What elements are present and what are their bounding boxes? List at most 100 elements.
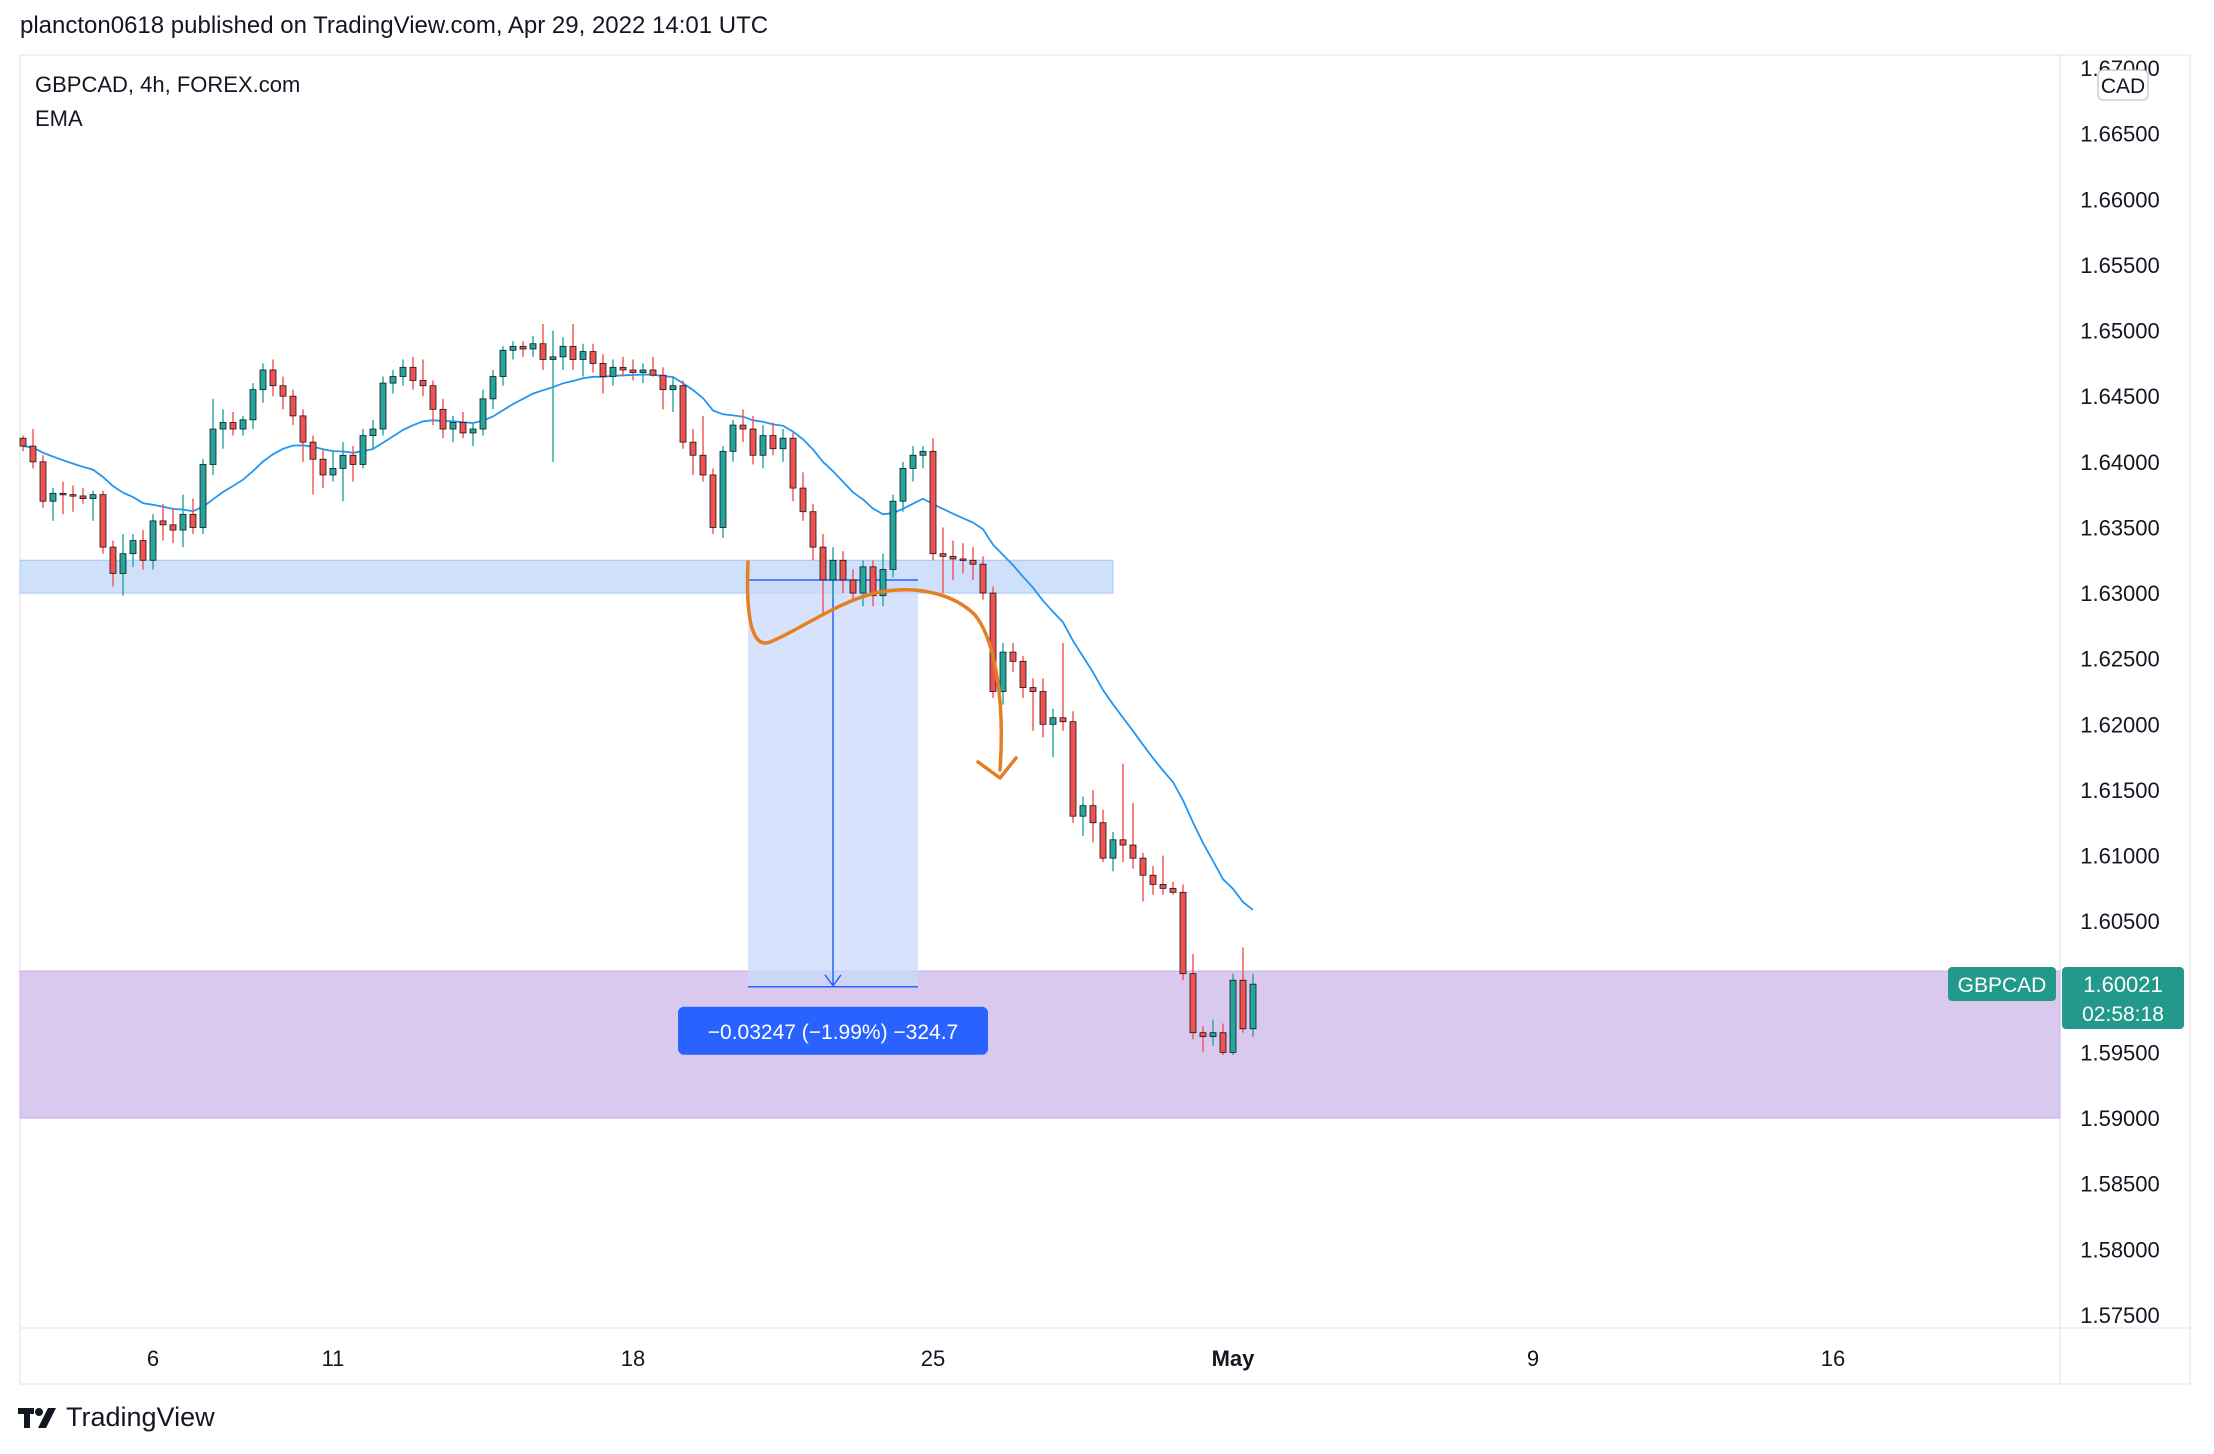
candle[interactable] <box>759 425 767 469</box>
candle[interactable] <box>69 485 77 512</box>
candle[interactable] <box>489 369 497 410</box>
candle[interactable] <box>729 419 737 462</box>
candle[interactable] <box>1189 953 1197 1040</box>
candle[interactable] <box>1149 866 1157 895</box>
candle[interactable] <box>1219 1023 1227 1056</box>
candle[interactable] <box>519 341 527 357</box>
candle[interactable] <box>379 376 387 436</box>
candle[interactable] <box>1079 796 1087 836</box>
candle[interactable] <box>1109 831 1117 872</box>
candle[interactable] <box>439 398 447 439</box>
candle[interactable] <box>389 369 397 394</box>
candle[interactable] <box>769 422 777 456</box>
price-axis[interactable]: 1.670001.665001.660001.655001.650001.645… <box>2080 56 2160 1328</box>
candle[interactable] <box>1099 809 1107 863</box>
candle[interactable] <box>429 380 437 426</box>
candle[interactable] <box>619 356 627 377</box>
candle[interactable] <box>349 446 357 482</box>
candle[interactable] <box>919 446 927 469</box>
candle[interactable] <box>949 540 957 580</box>
candle[interactable] <box>559 337 567 370</box>
candle[interactable] <box>849 569 857 600</box>
candle[interactable] <box>359 429 367 469</box>
candle[interactable] <box>29 429 37 469</box>
candle[interactable] <box>539 324 547 370</box>
candle[interactable] <box>509 341 517 360</box>
candle[interactable] <box>1019 656 1027 699</box>
candle[interactable] <box>89 490 97 521</box>
candle[interactable] <box>169 507 177 544</box>
candle[interactable] <box>779 429 787 462</box>
candle[interactable] <box>219 409 227 449</box>
candle[interactable] <box>739 409 747 443</box>
candle[interactable] <box>989 586 997 699</box>
candle[interactable] <box>609 359 617 386</box>
candle[interactable] <box>1089 789 1097 843</box>
candle[interactable] <box>1049 708 1057 758</box>
candle[interactable] <box>319 448 327 489</box>
candle[interactable] <box>529 335 537 357</box>
measure-label-box[interactable] <box>678 1006 988 1055</box>
candle[interactable] <box>649 356 657 377</box>
candle[interactable] <box>209 398 217 475</box>
candle[interactable] <box>1119 763 1127 863</box>
candle[interactable] <box>799 472 807 521</box>
candle[interactable] <box>1139 852 1147 902</box>
candle[interactable] <box>899 461 907 512</box>
candle[interactable] <box>279 376 287 410</box>
candle[interactable] <box>939 527 947 594</box>
candle[interactable] <box>249 383 257 430</box>
candle[interactable] <box>979 556 987 600</box>
candle[interactable] <box>339 442 347 502</box>
candle[interactable] <box>49 488 57 521</box>
candle[interactable] <box>1059 642 1067 731</box>
candle[interactable] <box>149 514 157 570</box>
candle[interactable] <box>139 530 147 570</box>
candle[interactable] <box>399 359 407 386</box>
candle[interactable] <box>969 547 977 580</box>
candle[interactable] <box>699 415 707 482</box>
candle[interactable] <box>1239 947 1247 1033</box>
candle[interactable] <box>99 490 107 554</box>
candle[interactable] <box>1159 855 1167 895</box>
candle[interactable] <box>709 468 717 535</box>
candle[interactable] <box>59 481 67 515</box>
candle[interactable] <box>639 363 647 384</box>
candle[interactable] <box>159 503 167 541</box>
candle[interactable] <box>19 435 27 452</box>
candle[interactable] <box>1199 1026 1207 1053</box>
candle[interactable] <box>229 411 237 436</box>
candles[interactable] <box>19 324 1257 1056</box>
candle[interactable] <box>689 429 697 475</box>
candle[interactable] <box>449 415 457 443</box>
candle[interactable] <box>789 432 797 502</box>
candle[interactable] <box>819 534 827 613</box>
candle[interactable] <box>269 359 277 397</box>
currency-badge[interactable] <box>2097 69 2149 101</box>
candle[interactable] <box>959 543 967 574</box>
candle[interactable] <box>1229 973 1237 1056</box>
candle[interactable] <box>1129 803 1137 869</box>
candle[interactable] <box>119 534 127 596</box>
candle[interactable] <box>929 438 937 561</box>
candle[interactable] <box>569 324 577 370</box>
candle[interactable] <box>809 503 817 561</box>
candle[interactable] <box>189 498 197 535</box>
candle[interactable] <box>869 560 877 607</box>
measure-tool[interactable]: −0.03247 (−1.99%) −324.7 <box>678 579 988 1055</box>
candle[interactable] <box>839 551 847 594</box>
candle[interactable] <box>369 419 377 449</box>
candle[interactable] <box>1179 884 1187 981</box>
candle[interactable] <box>239 415 247 436</box>
candle[interactable] <box>829 547 837 600</box>
candle[interactable] <box>669 376 677 412</box>
candle[interactable] <box>909 446 917 482</box>
candle[interactable] <box>1169 881 1177 895</box>
candle[interactable] <box>1039 678 1047 738</box>
candle[interactable] <box>79 488 87 504</box>
candle[interactable] <box>1009 642 1017 672</box>
candle[interactable] <box>199 459 207 535</box>
candle[interactable] <box>109 540 117 587</box>
candle[interactable] <box>129 534 137 567</box>
